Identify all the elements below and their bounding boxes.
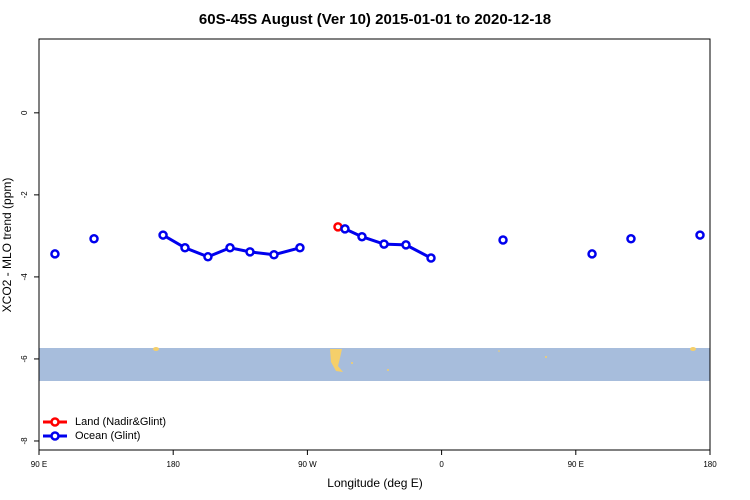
chart-title: 60S-45S August (Ver 10) 2015-01-01 to 20…: [199, 11, 551, 28]
point: [426, 253, 436, 263]
legend-marker: [50, 431, 60, 441]
point: [695, 230, 705, 240]
point: [587, 249, 597, 259]
y-tick-label: 0: [20, 110, 29, 115]
x-tick-label: 90 W: [298, 460, 317, 469]
point: [245, 247, 255, 257]
plot-frame: [38, 38, 711, 451]
y-tick-label: -8: [20, 437, 29, 445]
y-tick-label: -6: [20, 355, 29, 363]
y-axis-label: XCO2 - MLO trend (ppm): [0, 178, 14, 313]
x-tick-label: 90 E: [31, 460, 47, 469]
point: [340, 224, 350, 234]
point: [269, 250, 279, 260]
legend-marker: [50, 417, 60, 427]
point: [89, 234, 99, 244]
point: [626, 234, 636, 244]
y-tick-label: -4: [20, 273, 29, 281]
x-tick-label: 90 E: [568, 460, 584, 469]
map-band: [39, 348, 710, 381]
point: [50, 249, 60, 259]
point: [498, 235, 508, 245]
point: [401, 240, 411, 250]
x-axis-label: Longitude (deg E): [327, 476, 422, 490]
point: [158, 230, 168, 240]
x-tick-label: 180: [167, 460, 181, 469]
point: [203, 252, 213, 262]
point: [225, 243, 235, 253]
point: [379, 239, 389, 249]
y-tick-label: -2: [20, 191, 29, 199]
x-tick-label: 0: [439, 460, 444, 469]
point: [180, 243, 190, 253]
legend-label: Ocean (Glint): [75, 430, 140, 442]
land-patches: [153, 347, 696, 372]
point: [357, 231, 367, 242]
legend-label: Land (Nadir&Glint): [75, 416, 166, 428]
point: [295, 243, 305, 253]
x-tick-label: 180: [703, 460, 717, 469]
